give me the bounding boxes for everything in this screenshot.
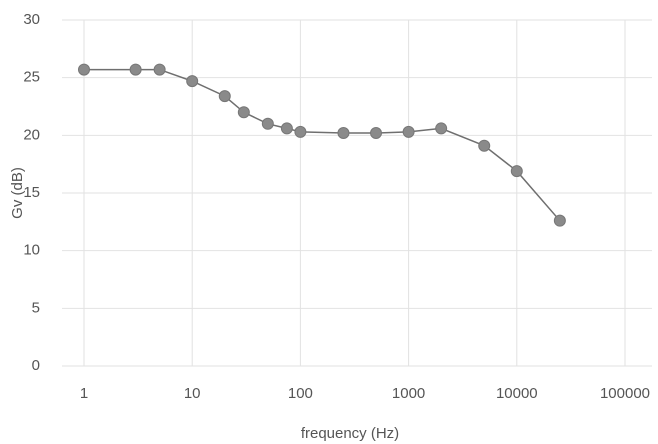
series-line [84, 68, 561, 222]
data-point [510, 165, 523, 178]
data-point [280, 122, 293, 135]
y-tick-label: 5 [32, 299, 40, 316]
y-tick-label: 20 [23, 126, 40, 143]
data-point [129, 63, 142, 76]
y-tick-label: 10 [23, 242, 40, 259]
data-point [370, 127, 383, 140]
data-point [237, 106, 250, 119]
x-tick-label: 1000 [392, 385, 425, 402]
data-point [261, 117, 274, 130]
x-tick-label: 100 [288, 385, 313, 402]
data-point [478, 139, 491, 152]
y-tick-label: 25 [23, 69, 40, 86]
y-tick-label: 0 [32, 357, 40, 374]
data-point [153, 63, 166, 76]
data-point [402, 125, 415, 138]
data-point [337, 127, 350, 140]
x-tick-label: 10000 [496, 385, 538, 402]
x-tick-label: 100000 [600, 385, 650, 402]
x-axis-label: frequency (Hz) [301, 425, 399, 442]
data-point [294, 125, 307, 138]
y-axis-label: Gv (dB) [9, 167, 26, 219]
y-tick-label: 15 [23, 184, 40, 201]
x-tick-label: 1 [80, 385, 88, 402]
data-point [553, 214, 566, 227]
x-tick-label: 10 [184, 385, 201, 402]
y-tick-label: 30 [23, 11, 40, 28]
data-point [218, 90, 231, 103]
data-point [78, 63, 90, 76]
data-point [186, 75, 199, 88]
data-point [435, 122, 448, 135]
